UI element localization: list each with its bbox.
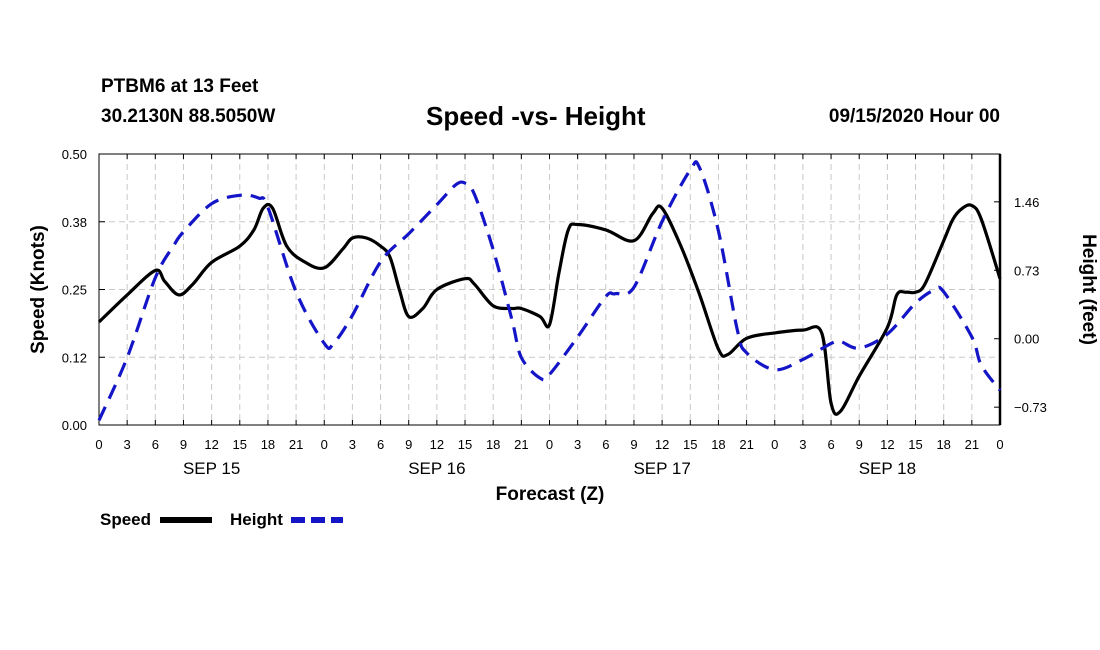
x-tick-label: 21 [739, 437, 753, 452]
x-tick-label: 9 [405, 437, 412, 452]
left-axis-title: Speed (Knots) [28, 225, 49, 354]
x-tick-label: 6 [602, 437, 609, 452]
x-tick-label: 18 [711, 437, 725, 452]
x-tick-label: 18 [261, 437, 275, 452]
speed-series-line [97, 202, 1002, 416]
left-tick-label: 0.12 [62, 350, 87, 365]
x-tick-label: 0 [546, 437, 553, 452]
x-tick-label: 3 [124, 437, 131, 452]
station-line: PTBM6 at 13 Feet [101, 76, 259, 97]
x-tick-label: 0 [95, 437, 102, 452]
right-axis-title: Height (feet) [1078, 234, 1099, 345]
left-tick-label: 0.38 [62, 215, 87, 230]
x-tick-label: 21 [289, 437, 303, 452]
day-label: SEP 17 [633, 459, 690, 478]
x-tick-label: 3 [349, 437, 356, 452]
x-tick-label: 18 [936, 437, 950, 452]
right-tick-label: 0.00 [1014, 332, 1039, 347]
coords-line: 30.2130N 88.5050W [101, 106, 276, 127]
x-tick-label: 15 [233, 437, 247, 452]
x-tick-label: 0 [321, 437, 328, 452]
x-tick-label: 21 [514, 437, 528, 452]
x-tick-label: 12 [655, 437, 669, 452]
left-tick-label: 0.00 [62, 418, 87, 433]
x-axis-title: Forecast (Z) [496, 484, 605, 505]
run-time: 09/15/2020 Hour 00 [828, 106, 1000, 127]
x-tick-label: 12 [430, 437, 444, 452]
x-tick-label: 21 [965, 437, 979, 452]
x-tick-label: 0 [996, 437, 1003, 452]
height-series-line [97, 160, 1002, 421]
legend-height-label: Height [230, 510, 283, 529]
right-tick-label: −0.73 [1014, 400, 1047, 415]
x-tick-label: 6 [152, 437, 159, 452]
x-tick-label: 15 [683, 437, 697, 452]
legend-speed-label: Speed [100, 510, 151, 529]
x-tick-label: 18 [486, 437, 500, 452]
left-tick-label: 0.50 [62, 147, 87, 162]
x-tick-label: 9 [180, 437, 187, 452]
x-tick-label: 0 [771, 437, 778, 452]
day-label: SEP 18 [859, 459, 916, 478]
chart-title: Speed -vs- Height [426, 101, 646, 131]
day-label: SEP 15 [183, 459, 240, 478]
x-tick-label: 12 [880, 437, 894, 452]
left-tick-label: 0.25 [62, 283, 87, 298]
day-label: SEP 16 [408, 459, 465, 478]
x-tick-label: 6 [827, 437, 834, 452]
x-tick-label: 9 [856, 437, 863, 452]
right-tick-label: 0.73 [1014, 263, 1039, 278]
x-tick-label: 15 [908, 437, 922, 452]
x-tick-label: 6 [377, 437, 384, 452]
x-tick-label: 9 [630, 437, 637, 452]
right-tick-label: 1.46 [1014, 195, 1039, 210]
x-tick-label: 3 [799, 437, 806, 452]
x-tick-label: 15 [458, 437, 472, 452]
x-tick-label: 3 [574, 437, 581, 452]
x-tick-label: 12 [204, 437, 218, 452]
